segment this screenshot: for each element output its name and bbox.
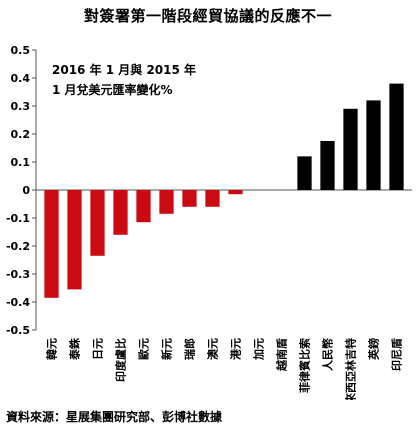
chart-title: 對簽署第一階段經貿協議的反應不一 [83,7,332,25]
y-tick-label: 0 [22,184,30,197]
x-tick-label: 韓元 [45,338,59,360]
x-tick-label: 馬來西亞林吉特 [344,338,358,400]
x-tick-label: 澳元 [206,338,220,360]
x-tick-label: 越南盾 [275,338,289,372]
y-tick-label: 0.1 [11,156,31,169]
x-tick-label: 泰銖 [68,337,82,361]
chart-subtitle-line-1: 2016 年 1 月與 2015 年 [52,63,197,77]
y-tick-label: -0.2 [6,240,30,253]
bar [67,190,82,290]
x-tick-label: 菲律賓比索 [298,338,312,393]
bar [228,190,243,195]
bar [343,108,358,190]
bar [205,190,220,207]
bar [159,190,174,214]
y-tick-label: 0.3 [11,100,31,113]
x-tick-label: 港元 [229,338,243,360]
bar [297,156,312,190]
bar [182,190,197,207]
bar-chart: 0.5 0.4 0.3 0.2 0.1 0 -0.1 -0.2 -0.3 -0.4 -0.5 韓元 泰銖… [6,44,412,415]
bar [320,141,335,190]
bar [136,190,151,223]
x-tick-label: 新元 [160,338,174,360]
source-note: 資料來源：星展集團研究部、彭博社數據 [6,410,223,424]
x-tick-label: 英鎊 [367,338,381,361]
bar [366,100,381,190]
x-tick-label: 印尼盾 [390,338,404,371]
chart-subtitle-line-2: 1 月兌美元匯率變化% [52,83,173,97]
chart-subtitle: 2016 年 1 月與 2015 年 1 月兌美元匯率變化% [52,60,196,100]
x-tick-label: 加元 [252,338,266,361]
x-tick-label: 日元 [92,338,105,360]
bar [44,190,59,298]
y-tick-label: 0.2 [11,128,31,141]
y-tick-label: -0.1 [6,212,30,225]
y-tick-label: -0.4 [6,296,30,309]
x-tick-label: 瑞郎 [183,338,197,360]
y-tick-label: -0.5 [6,324,30,337]
bar [90,190,105,256]
x-tick-label: 人民幣 [321,338,335,371]
chart-area: 0.5 0.4 0.3 0.2 0.1 0 -0.1 -0.2 -0.3 -0.4 -0.5 韓元 泰銖… [0,30,416,415]
bar [113,190,128,235]
x-tick-label: 印度盧比 [114,338,128,382]
y-tick-label: 0.4 [11,72,31,85]
y-tick-label: 0.5 [11,44,31,57]
y-tick-label: -0.3 [6,268,30,281]
bar [389,83,404,190]
x-tick-label: 歐元 [137,338,151,360]
